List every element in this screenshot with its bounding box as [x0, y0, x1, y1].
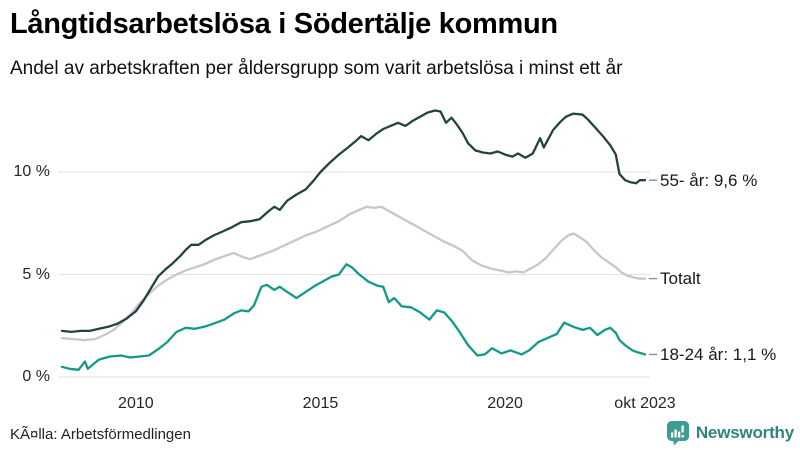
series-end-label: Totalt — [660, 269, 701, 289]
newsworthy-brand-link[interactable]: Newsworthy — [666, 420, 794, 446]
series-line-2 — [60, 263, 647, 371]
series-end-label: 18-24 år: 1,1 % — [660, 344, 777, 364]
x-axis-tick-label: okt 2023 — [614, 395, 676, 412]
newsworthy-brand-name: Newsworthy — [695, 423, 794, 442]
x-axis-tick-label: 2010 — [118, 395, 154, 412]
page-title: Långtidsarbetslösa i Södertälje kommun — [10, 8, 558, 40]
series-end-label: 55- år: 9,6 % — [660, 170, 758, 190]
series-line-1 — [60, 205, 647, 342]
source-note: KÃ¤lla: Arbetsförmedlingen — [10, 426, 191, 443]
y-axis-tick-label: 0 % — [22, 368, 50, 385]
x-axis-tick-label: 2020 — [487, 395, 523, 412]
newsworthy-logo-icon — [666, 420, 690, 446]
y-axis-tick-label: 10 % — [13, 163, 50, 180]
series-line-0 — [60, 109, 647, 334]
page-subtitle: Andel av arbetskraften per åldersgrupp s… — [10, 58, 623, 79]
x-axis-tick-label: 2015 — [302, 395, 339, 412]
y-axis-tick-label: 5 % — [22, 265, 50, 283]
